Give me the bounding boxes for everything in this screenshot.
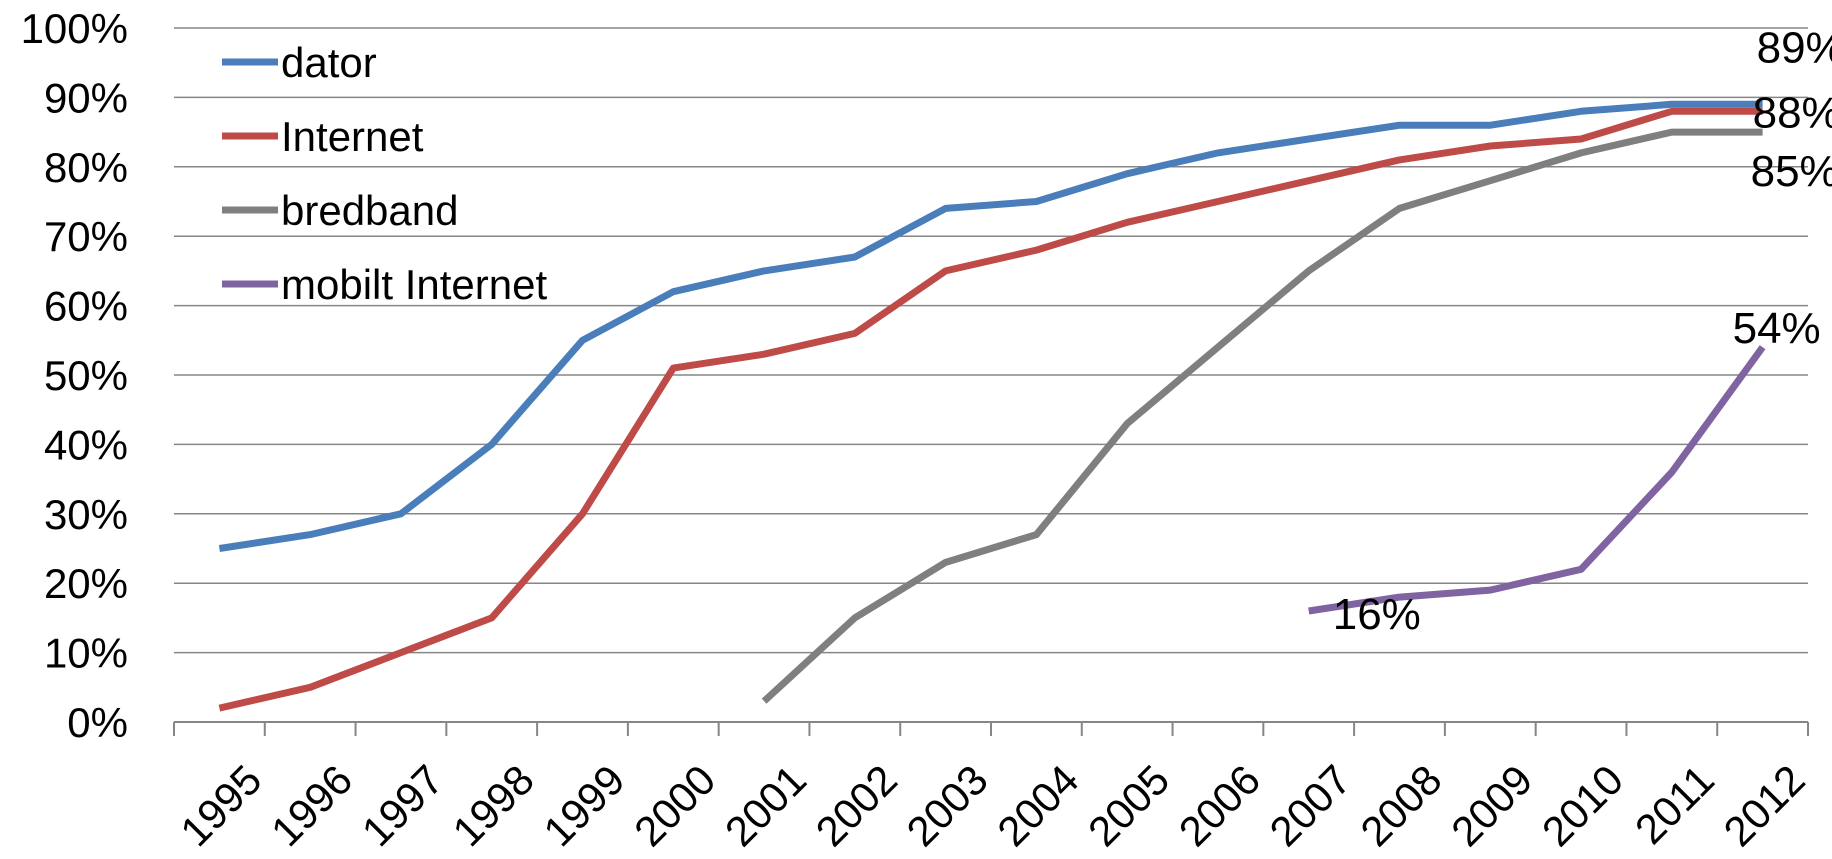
series-lines — [218, 100, 1766, 712]
x-tick-label: 2012 — [1714, 756, 1813, 855]
data-label: 85% — [1751, 147, 1832, 196]
y-tick-label: 90% — [44, 74, 128, 121]
x-tick-label: 2001 — [716, 756, 815, 855]
x-tick-label: 2003 — [897, 756, 996, 855]
y-tick-label: 100% — [21, 5, 128, 52]
legend: dator Internet bredband mobilt Internet — [222, 39, 547, 308]
x-tick-label: 2002 — [807, 756, 906, 855]
data-label: 16% — [1333, 590, 1421, 639]
x-tick-label: 2009 — [1442, 756, 1541, 855]
x-tick-label: 1996 — [262, 756, 361, 855]
x-tick-label: 2006 — [1170, 756, 1269, 855]
y-tick-label: 70% — [44, 213, 128, 260]
y-tick-label: 80% — [44, 144, 128, 191]
x-tick-label: 1998 — [444, 756, 543, 855]
gridlines — [174, 27, 1808, 654]
y-tick-label: 60% — [44, 283, 128, 330]
data-labels: 89% 88% 85% 16% 54% — [1333, 23, 1832, 639]
y-tick-label: 40% — [44, 421, 128, 468]
y-tick-label: 30% — [44, 491, 128, 538]
x-axis-tick-labels: 1995199619971998199920002001200220032004… — [171, 756, 1814, 855]
axes — [173, 721, 1809, 736]
y-tick-label: 50% — [44, 352, 128, 399]
legend-label: Internet — [281, 113, 424, 160]
x-tick-label: 2011 — [1626, 756, 1723, 853]
x-tick-label: 2005 — [1079, 756, 1178, 855]
x-tick-label: 2004 — [988, 756, 1087, 855]
x-tick-label: 1997 — [353, 756, 452, 855]
series-line-internet — [218, 107, 1763, 712]
series-line-dator — [218, 100, 1763, 552]
series-line-bredband — [761, 128, 1763, 704]
x-tick-label: 2000 — [625, 756, 724, 855]
y-tick-label: 0% — [67, 699, 128, 746]
data-label: 89% — [1757, 23, 1832, 72]
series-line-mobilt-internet — [1308, 345, 1766, 615]
x-tick-label: 2010 — [1533, 756, 1632, 855]
legend-label: mobilt Internet — [281, 261, 547, 308]
x-tick-label: 1995 — [171, 756, 270, 855]
legend-label: bredband — [281, 187, 459, 234]
x-tick-label: 2008 — [1351, 756, 1450, 855]
data-label: 88% — [1753, 88, 1832, 137]
y-tick-label: 10% — [44, 630, 128, 677]
y-tick-label: 20% — [44, 560, 128, 607]
legend-label: dator — [281, 39, 377, 86]
x-tick-label: 1999 — [534, 756, 633, 855]
x-tick-label: 2007 — [1261, 756, 1360, 855]
data-label: 54% — [1733, 304, 1821, 353]
y-axis-tick-labels: 0% 10% 20% 30% 40% 50% 60% 70% 80% 90% 100% — [21, 5, 128, 746]
